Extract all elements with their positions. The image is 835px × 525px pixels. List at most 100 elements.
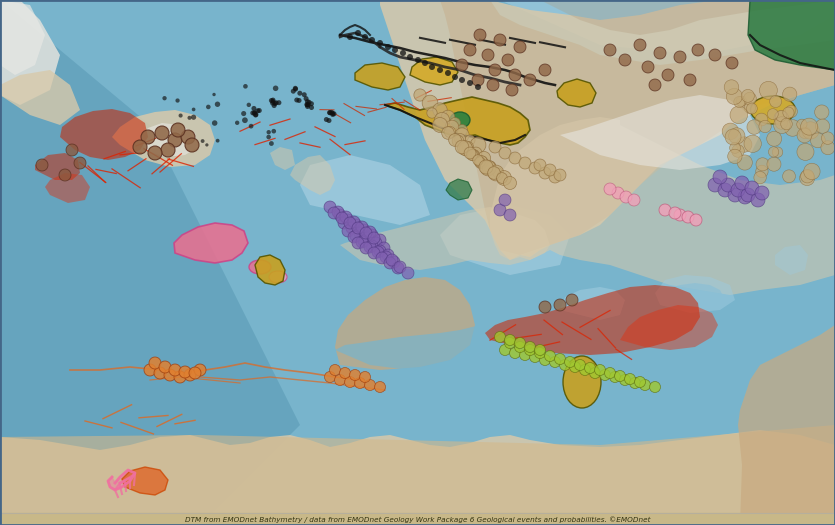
Circle shape	[504, 334, 515, 345]
Circle shape	[251, 111, 256, 116]
Polygon shape	[174, 223, 248, 263]
Circle shape	[499, 344, 510, 355]
Circle shape	[459, 77, 465, 83]
Circle shape	[625, 373, 635, 384]
Polygon shape	[340, 207, 550, 270]
Circle shape	[455, 140, 468, 154]
Circle shape	[544, 351, 555, 362]
Circle shape	[456, 59, 468, 71]
Circle shape	[459, 142, 473, 156]
Circle shape	[327, 110, 332, 115]
Circle shape	[640, 380, 650, 391]
Circle shape	[327, 110, 332, 115]
Circle shape	[375, 382, 386, 393]
Circle shape	[274, 100, 279, 106]
Circle shape	[470, 137, 486, 153]
Circle shape	[344, 217, 356, 229]
Circle shape	[254, 112, 258, 117]
Circle shape	[452, 135, 464, 147]
Circle shape	[305, 102, 310, 108]
Circle shape	[754, 171, 767, 184]
Circle shape	[74, 157, 86, 169]
Circle shape	[604, 183, 616, 195]
Circle shape	[741, 188, 755, 202]
Ellipse shape	[249, 260, 271, 274]
Circle shape	[378, 242, 390, 254]
Circle shape	[776, 110, 787, 122]
Circle shape	[479, 160, 493, 174]
Circle shape	[356, 221, 368, 233]
Circle shape	[722, 123, 739, 140]
Polygon shape	[255, 255, 285, 285]
Circle shape	[499, 194, 511, 206]
Polygon shape	[540, 0, 835, 35]
Circle shape	[347, 34, 353, 40]
Circle shape	[266, 130, 271, 134]
Circle shape	[539, 301, 551, 313]
Circle shape	[394, 261, 406, 273]
Circle shape	[276, 100, 281, 105]
Polygon shape	[380, 0, 835, 260]
Polygon shape	[140, 123, 198, 157]
Circle shape	[348, 216, 360, 228]
Circle shape	[744, 135, 762, 152]
Circle shape	[489, 64, 501, 76]
Circle shape	[384, 257, 396, 269]
Polygon shape	[122, 467, 168, 495]
Circle shape	[736, 137, 752, 152]
Circle shape	[291, 89, 296, 93]
Circle shape	[448, 134, 462, 146]
Circle shape	[574, 360, 585, 371]
Circle shape	[729, 128, 745, 144]
Circle shape	[273, 102, 276, 106]
Circle shape	[738, 190, 752, 204]
Bar	[0, 513, 835, 525]
Circle shape	[662, 69, 674, 81]
Polygon shape	[446, 179, 472, 200]
Circle shape	[514, 338, 525, 349]
Circle shape	[727, 149, 742, 164]
Circle shape	[330, 111, 335, 116]
Circle shape	[369, 37, 375, 43]
Circle shape	[539, 167, 551, 179]
Circle shape	[252, 110, 257, 116]
Circle shape	[684, 74, 696, 86]
Circle shape	[272, 101, 277, 106]
Circle shape	[822, 132, 834, 144]
Circle shape	[269, 98, 274, 103]
Circle shape	[306, 102, 311, 107]
Circle shape	[301, 92, 306, 97]
Circle shape	[801, 170, 814, 183]
Circle shape	[309, 105, 314, 110]
Circle shape	[649, 79, 661, 91]
Polygon shape	[0, 70, 80, 125]
Circle shape	[539, 354, 550, 365]
Circle shape	[360, 242, 372, 254]
Circle shape	[579, 364, 590, 375]
Circle shape	[506, 84, 518, 96]
Circle shape	[497, 173, 508, 183]
Circle shape	[388, 256, 400, 268]
Circle shape	[358, 224, 370, 236]
Circle shape	[628, 194, 640, 206]
Circle shape	[437, 67, 443, 73]
Circle shape	[441, 110, 455, 124]
Circle shape	[253, 112, 258, 118]
Circle shape	[362, 34, 368, 40]
Circle shape	[801, 118, 817, 135]
Circle shape	[725, 129, 741, 145]
Circle shape	[434, 112, 449, 128]
Circle shape	[464, 44, 476, 56]
Circle shape	[297, 91, 302, 96]
Circle shape	[392, 47, 398, 53]
Circle shape	[474, 155, 488, 169]
Circle shape	[250, 110, 256, 116]
Polygon shape	[290, 155, 335, 195]
Circle shape	[464, 147, 476, 159]
Circle shape	[781, 118, 792, 130]
Circle shape	[445, 120, 458, 134]
Circle shape	[514, 341, 525, 352]
Circle shape	[509, 69, 521, 81]
Circle shape	[488, 166, 500, 180]
Circle shape	[149, 357, 161, 369]
